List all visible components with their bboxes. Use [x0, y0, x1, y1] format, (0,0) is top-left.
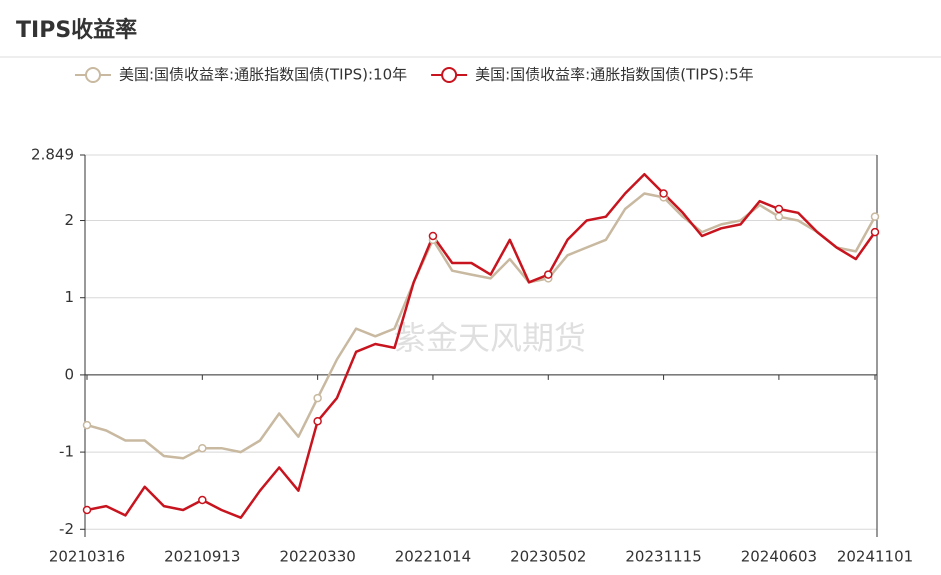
point-marker	[544, 270, 553, 279]
legend-label: 美国:国债收益率:通胀指数国债(TIPS):10年	[119, 66, 407, 84]
point-marker	[774, 212, 784, 221]
x-tick-label: 20230502	[510, 548, 586, 566]
x-tick-label: 20220330	[279, 548, 355, 566]
point-marker	[82, 505, 92, 515]
point-marker	[428, 231, 438, 241]
y-tick-label: -1	[59, 443, 74, 461]
point-marker	[313, 393, 322, 403]
point-marker	[659, 189, 668, 198]
legend-marker	[85, 67, 101, 83]
y-tick-label: 2.849	[31, 146, 74, 164]
x-tick-label: 20221014	[395, 548, 471, 566]
y-tick-label: -2	[59, 520, 74, 538]
point-marker	[313, 416, 322, 426]
point-marker	[82, 420, 92, 430]
x-tick-label: 20210913	[164, 548, 240, 566]
x-tick-label: 20241101	[837, 548, 913, 566]
point-marker	[870, 227, 880, 237]
point-marker	[198, 443, 207, 453]
series-line	[86, 192, 877, 460]
legend-label: 美国:国债收益率:通胀指数国债(TIPS):5年	[475, 66, 754, 84]
y-tick-label: 1	[64, 288, 74, 306]
watermark: 紫金天风期货	[394, 319, 586, 357]
chart-title: TIPS收益率	[16, 17, 137, 43]
point-marker	[774, 204, 784, 214]
point-marker	[198, 495, 207, 505]
x-tick-label: 20240603	[741, 548, 817, 566]
series-line	[86, 172, 877, 519]
point-marker	[870, 212, 880, 221]
y-tick-label: 2	[64, 211, 74, 229]
legend-marker	[441, 67, 458, 83]
x-tick-label: 20210316	[49, 548, 125, 566]
y-tick-label: 0	[64, 365, 74, 383]
x-tick-label: 20231115	[625, 548, 701, 566]
